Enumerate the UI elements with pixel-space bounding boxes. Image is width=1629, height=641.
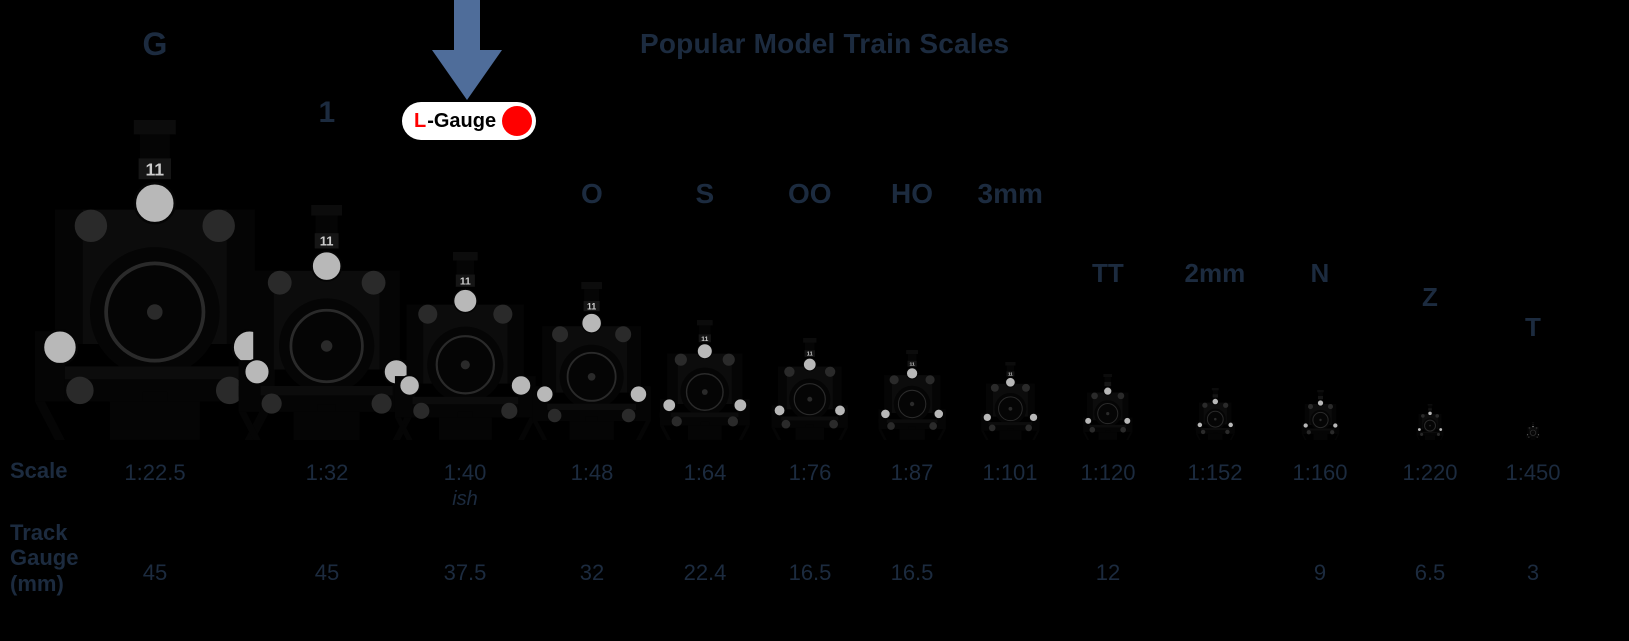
train-icon: 11: [877, 350, 947, 440]
scale-name-label: O: [581, 178, 603, 210]
scale-name-label: G: [143, 26, 168, 63]
gauge-value: 45: [143, 560, 167, 586]
gauge-value: 16.5: [789, 560, 832, 586]
svg-text:11: 11: [1008, 372, 1013, 377]
svg-text:11: 11: [587, 301, 596, 311]
scale-name-label: TT: [1092, 258, 1124, 289]
svg-text:11: 11: [320, 234, 334, 249]
train-icon: 11: [392, 252, 539, 440]
gauge-value: 16.5: [891, 560, 934, 586]
gauge-value: 3: [1527, 560, 1539, 586]
train-icon: [1301, 390, 1340, 440]
scale-value: 1:152: [1187, 460, 1242, 486]
svg-text:11: 11: [909, 362, 914, 368]
scale-value: 1:101: [982, 460, 1037, 486]
scale-name-label: Z: [1422, 282, 1438, 313]
scale-name-label: 1: [319, 96, 336, 130]
scale-name-label: 2mm: [1185, 258, 1246, 289]
scale-value: 1:87: [891, 460, 934, 486]
train-icon: [1195, 388, 1236, 440]
train-icon: 11: [658, 320, 752, 440]
scale-value: 1:450: [1505, 460, 1560, 486]
scale-row-header: Scale: [10, 458, 68, 483]
scale-name-label: N: [1311, 258, 1330, 289]
gauge-row-header: TrackGauge(mm): [10, 520, 78, 596]
scale-value: 1:120: [1080, 460, 1135, 486]
scale-name-label: T: [1525, 312, 1541, 343]
scale-value: 1:22.5: [124, 460, 185, 486]
gauge-value: 6.5: [1415, 560, 1446, 586]
train-icon: [1526, 422, 1540, 440]
svg-text:11: 11: [460, 277, 471, 288]
scale-value: 1:48: [571, 460, 614, 486]
scale-name-label: HO: [891, 178, 933, 210]
train-icon: 11: [530, 282, 653, 440]
scale-value: 1:64: [684, 460, 727, 486]
ish-qualifier: ish: [444, 488, 487, 511]
gauge-value: 9: [1314, 560, 1326, 586]
gauge-value: 12: [1096, 560, 1120, 586]
scale-name-label: 3mm: [978, 178, 1043, 210]
svg-text:11: 11: [146, 159, 165, 179]
train-row: 11 11 11 11 11 11 11 11: [0, 60, 1629, 440]
scale-value: 1:40ish: [444, 460, 487, 511]
gauge-value: 22.4: [684, 560, 727, 586]
scale-name-label: S: [696, 178, 715, 210]
train-icon: 11: [770, 338, 850, 440]
scale-value: 1:32: [306, 460, 349, 486]
scale-name-label: OO: [788, 178, 832, 210]
gauge-value: 32: [580, 560, 604, 586]
train-icon: 11: [980, 362, 1041, 440]
train-icon: [1416, 404, 1444, 440]
train-icon: [1082, 374, 1133, 440]
svg-text:11: 11: [807, 352, 813, 358]
gauge-value: 37.5: [444, 560, 487, 586]
scale-value: 1:76: [789, 460, 832, 486]
gauge-value: 45: [315, 560, 339, 586]
chart-title: Popular Model Train Scales: [640, 28, 1009, 60]
scale-value: 1:220: [1402, 460, 1457, 486]
svg-text:11: 11: [701, 336, 708, 343]
scale-value: 1:160: [1292, 460, 1347, 486]
